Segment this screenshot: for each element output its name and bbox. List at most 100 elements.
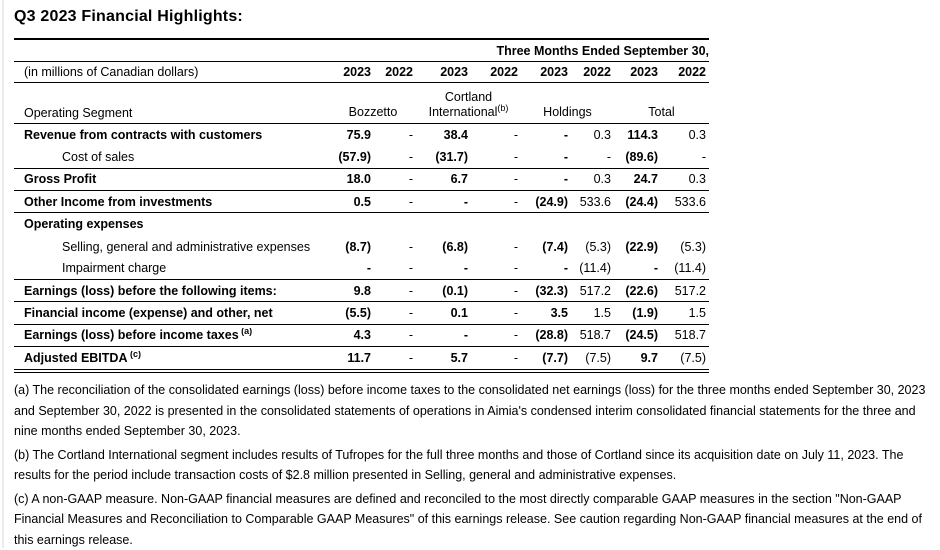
period-header-row: Three Months Ended September 30, bbox=[14, 38, 709, 62]
value-cell: 75.9 bbox=[346, 128, 371, 143]
value-cell: 5.7 bbox=[450, 351, 468, 366]
row-label: Financial income (expense) and other, ne… bbox=[24, 306, 273, 321]
value-cell: (6.8) bbox=[442, 239, 468, 254]
value-cell: 1.5 bbox=[688, 306, 706, 321]
value-cell: - bbox=[408, 261, 413, 276]
value-cell: - bbox=[606, 149, 611, 164]
row-label: Adjusted EBITDA (c) bbox=[14, 351, 330, 365]
value-cell: - bbox=[513, 283, 518, 298]
value-cell: - bbox=[463, 194, 468, 209]
footnote: (c) A non-GAAP measure. Non-GAAP financi… bbox=[14, 491, 922, 547]
value-cell: (8.7) bbox=[345, 239, 371, 254]
segment-header-total: Total bbox=[648, 105, 675, 119]
footnote-ref: (c) bbox=[127, 351, 141, 359]
unit-label: (in millions of Canadian dollars) bbox=[24, 65, 199, 79]
value-cell: 38.4 bbox=[443, 128, 468, 143]
page-title: Q3 2023 Financial Highlights: bbox=[14, 8, 243, 25]
year-header: 2023 bbox=[343, 65, 371, 79]
segment-header-bozzetto: Bozzetto bbox=[348, 105, 398, 119]
value-cell: (32.3) bbox=[535, 283, 568, 298]
table-row: Selling, general and administrative expe… bbox=[14, 235, 709, 257]
value-cell: (28.8) bbox=[535, 328, 568, 343]
table-row: Earnings (loss) before the following ite… bbox=[14, 280, 709, 303]
value-cell: (5.3) bbox=[585, 239, 611, 254]
value-cell: - bbox=[513, 194, 518, 209]
table-row: Earnings (loss) before income taxes (a) 4… bbox=[14, 325, 709, 347]
value-cell: 0.3 bbox=[593, 172, 611, 187]
value-cell: (5.3) bbox=[680, 239, 706, 254]
value-cell: (24.9) bbox=[535, 194, 568, 209]
value-cell: - bbox=[408, 194, 413, 209]
value-cell: - bbox=[408, 172, 413, 187]
year-header: 2022 bbox=[490, 65, 518, 79]
value-cell: (24.4) bbox=[625, 194, 658, 209]
table-bottom-double-rule bbox=[14, 369, 709, 374]
value-cell: - bbox=[701, 149, 706, 164]
value-cell: (22.6) bbox=[625, 283, 658, 298]
year-header: 2022 bbox=[583, 65, 611, 79]
segment-header-cortland-international: Cortland International(b) bbox=[428, 90, 509, 119]
footnote: (b) The Cortland International segment i… bbox=[14, 447, 904, 483]
value-cell: - bbox=[408, 351, 413, 366]
value-cell: 18.0 bbox=[346, 172, 371, 187]
year-header: 2023 bbox=[440, 65, 468, 79]
value-cell: 4.3 bbox=[353, 328, 371, 343]
footnote-ref-b: (b) bbox=[497, 102, 509, 113]
value-cell: (11.4) bbox=[674, 261, 706, 276]
value-cell: - bbox=[513, 351, 518, 366]
segment-column-label: Operating Segment bbox=[24, 106, 133, 120]
value-cell: 3.5 bbox=[550, 306, 568, 321]
value-cell: (24.5) bbox=[625, 328, 658, 343]
value-cell: (1.9) bbox=[632, 306, 658, 321]
table-row: Cost of sales (57.9) - (31.7) - - - (89.6) - bbox=[14, 146, 709, 169]
value-cell: 0.3 bbox=[593, 128, 611, 143]
year-header: 2022 bbox=[678, 65, 706, 79]
table-row: Revenue from contracts with customers 75.… bbox=[14, 124, 709, 146]
value-cell: 24.7 bbox=[633, 172, 658, 187]
value-cell: - bbox=[513, 128, 518, 143]
value-cell: 0.3 bbox=[688, 128, 706, 143]
row-label: Cost of sales bbox=[62, 149, 135, 164]
value-cell: 0.1 bbox=[450, 306, 468, 321]
table-row: Gross Profit 18.0 - 6.7 - - 0.3 24.7 0.3 bbox=[14, 169, 709, 191]
value-cell: 9.7 bbox=[640, 351, 658, 366]
value-cell: 6.7 bbox=[450, 172, 468, 187]
value-cell: 11.7 bbox=[347, 351, 371, 366]
value-cell: - bbox=[513, 306, 518, 321]
value-cell: - bbox=[366, 261, 371, 276]
table-row: Impairment charge - - - - - (11.4) - (11.4) bbox=[14, 258, 709, 281]
value-cell: 533.6 bbox=[579, 194, 611, 209]
value-cell: 9.8 bbox=[353, 283, 371, 298]
table-row: Operating expenses bbox=[14, 213, 709, 235]
row-label: Operating expenses bbox=[24, 217, 144, 232]
value-cell: 518.7 bbox=[579, 328, 611, 343]
value-cell: - bbox=[653, 261, 658, 276]
row-label: Revenue from contracts with customers bbox=[24, 128, 263, 143]
row-label: Impairment charge bbox=[62, 261, 167, 276]
value-cell: (31.7) bbox=[435, 149, 468, 164]
page-edge-divider bbox=[2, 0, 4, 548]
table-row: Other Income from investments 0.5 - - - (24.9… bbox=[14, 191, 709, 214]
row-label: Gross Profit bbox=[24, 172, 97, 187]
value-cell: 1.5 bbox=[593, 306, 611, 321]
value-cell: 114.3 bbox=[627, 128, 658, 143]
value-cell: - bbox=[513, 172, 518, 187]
table-row: Financial income (expense) and other, ne… bbox=[14, 302, 709, 325]
row-label: Earnings (loss) before income taxes (a) bbox=[14, 328, 330, 342]
row-label: Earnings (loss) before the following ite… bbox=[24, 283, 277, 298]
value-cell: (7.7) bbox=[542, 351, 568, 366]
table-body: Revenue from contracts with customers 75.… bbox=[14, 124, 709, 369]
value-cell: - bbox=[463, 328, 468, 343]
table-row: Adjusted EBITDA (c) 11.7 - 5.7 - (7.7) (7.5) 9.… bbox=[14, 347, 709, 369]
segment-header-holdings: Holdings bbox=[543, 105, 592, 119]
footnote: (a) The reconciliation of the consolidat… bbox=[14, 383, 926, 439]
value-cell: 533.6 bbox=[674, 194, 706, 209]
row-label: Selling, general and administrative expe… bbox=[62, 239, 311, 254]
value-cell: - bbox=[408, 328, 413, 343]
value-cell: 517.2 bbox=[579, 283, 611, 298]
value-cell: (0.1) bbox=[442, 283, 468, 298]
row-label: Other Income from investments bbox=[24, 194, 213, 209]
value-cell: (7.4) bbox=[542, 239, 568, 254]
financial-highlights-table: Three Months Ended September 30, (in mil… bbox=[14, 38, 709, 374]
